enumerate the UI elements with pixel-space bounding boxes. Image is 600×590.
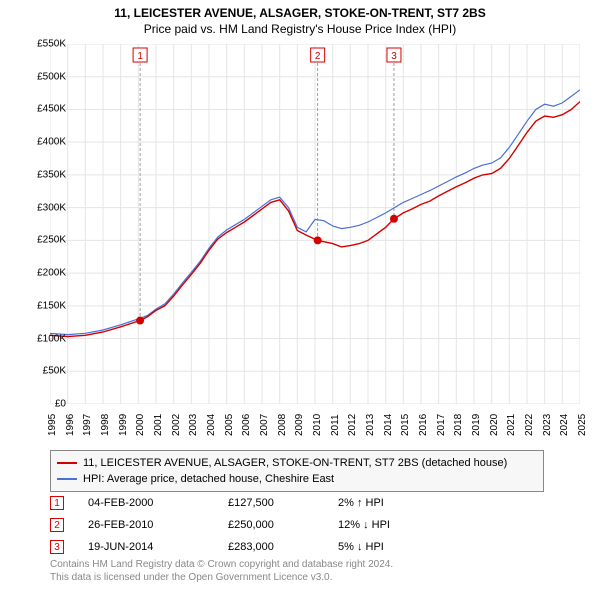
x-tick-label: 1995 <box>47 414 58 436</box>
plot-area: 1 2 3 <box>50 44 580 404</box>
attribution: Contains HM Land Registry data © Crown c… <box>50 558 393 584</box>
x-tick-label: 2011 <box>330 414 341 436</box>
vertical-gridlines <box>50 44 580 404</box>
attribution-line-1: Contains HM Land Registry data © Crown c… <box>50 558 393 571</box>
x-tick-label: 2001 <box>153 414 164 436</box>
svg-text:1: 1 <box>137 51 143 62</box>
marker-number-2: 2 <box>50 518 64 532</box>
x-tick-label: 2013 <box>365 414 376 436</box>
x-tick-label: 2007 <box>259 414 270 436</box>
x-tick-label: 2015 <box>400 414 411 436</box>
x-tick-label: 2000 <box>135 414 146 436</box>
x-tick-label: 2016 <box>418 414 429 436</box>
x-tick-label: 2002 <box>171 414 182 436</box>
chart-subtitle: Price paid vs. HM Land Registry's House … <box>0 22 600 40</box>
legend: 11, LEICESTER AVENUE, ALSAGER, STOKE-ON-… <box>50 450 544 492</box>
y-tick-label: £250K <box>6 235 66 246</box>
attribution-line-2: This data is licensed under the Open Gov… <box>50 571 393 584</box>
x-tick-label: 2023 <box>542 414 553 436</box>
chart-title: 11, LEICESTER AVENUE, ALSAGER, STOKE-ON-… <box>0 0 600 22</box>
marker-price-2: £250,000 <box>228 519 338 531</box>
svg-text:2: 2 <box>315 51 321 62</box>
y-tick-label: £550K <box>6 39 66 50</box>
x-tick-label: 2009 <box>294 414 305 436</box>
x-tick-label: 1996 <box>65 414 76 436</box>
y-tick-label: £400K <box>6 137 66 148</box>
x-tick-label: 2003 <box>188 414 199 436</box>
y-tick-label: £150K <box>6 300 66 311</box>
marker-date-2: 26-FEB-2010 <box>88 519 228 531</box>
legend-swatch-property <box>57 462 77 464</box>
x-tick-label: 1998 <box>100 414 111 436</box>
svg-text:3: 3 <box>391 51 397 62</box>
x-tick-label: 2012 <box>347 414 358 436</box>
marker-number-3: 3 <box>50 540 64 554</box>
marker-diff-3: 5% ↓ HPI <box>338 541 448 553</box>
legend-swatch-hpi <box>57 478 77 480</box>
x-tick-label: 2022 <box>524 414 535 436</box>
legend-item-property: 11, LEICESTER AVENUE, ALSAGER, STOKE-ON-… <box>57 455 537 471</box>
marker-price-3: £283,000 <box>228 541 338 553</box>
x-tick-label: 2017 <box>436 414 447 436</box>
x-tick-label: 2006 <box>241 414 252 436</box>
legend-label-hpi: HPI: Average price, detached house, Ches… <box>83 473 334 485</box>
x-tick-label: 2021 <box>506 414 517 436</box>
marker-date-1: 04-FEB-2000 <box>88 497 228 509</box>
x-tick-label: 2008 <box>277 414 288 436</box>
legend-item-hpi: HPI: Average price, detached house, Ches… <box>57 471 537 487</box>
y-tick-label: £0 <box>6 399 66 410</box>
x-tick-label: 2018 <box>453 414 464 436</box>
y-tick-label: £500K <box>6 71 66 82</box>
x-tick-label: 2010 <box>312 414 323 436</box>
marker-date-3: 19-JUN-2014 <box>88 541 228 553</box>
y-tick-label: £300K <box>6 202 66 213</box>
marker-row-2: 2 26-FEB-2010 £250,000 12% ↓ HPI <box>50 514 530 536</box>
x-tick-label: 2020 <box>489 414 500 436</box>
x-tick-label: 2019 <box>471 414 482 436</box>
chart-container: 11, LEICESTER AVENUE, ALSAGER, STOKE-ON-… <box>0 0 600 590</box>
marker-diff-1: 2% ↑ HPI <box>338 497 448 509</box>
y-tick-label: £50K <box>6 366 66 377</box>
x-tick-label: 1997 <box>82 414 93 436</box>
sale-markers-table: 1 04-FEB-2000 £127,500 2% ↑ HPI 2 26-FEB… <box>50 492 530 558</box>
marker-row-3: 3 19-JUN-2014 £283,000 5% ↓ HPI <box>50 536 530 558</box>
x-tick-label: 2024 <box>559 414 570 436</box>
x-tick-label: 1999 <box>118 414 129 436</box>
x-tick-label: 2025 <box>577 414 588 436</box>
x-tick-label: 2014 <box>383 414 394 436</box>
y-tick-label: £200K <box>6 268 66 279</box>
x-tick-label: 2004 <box>206 414 217 436</box>
y-tick-label: £350K <box>6 169 66 180</box>
y-tick-label: £450K <box>6 104 66 115</box>
marker-number-1: 1 <box>50 496 64 510</box>
marker-row-1: 1 04-FEB-2000 £127,500 2% ↑ HPI <box>50 492 530 514</box>
legend-label-property: 11, LEICESTER AVENUE, ALSAGER, STOKE-ON-… <box>83 457 507 469</box>
marker-price-1: £127,500 <box>228 497 338 509</box>
x-tick-label: 2005 <box>224 414 235 436</box>
marker-diff-2: 12% ↓ HPI <box>338 519 448 531</box>
y-tick-label: £100K <box>6 333 66 344</box>
